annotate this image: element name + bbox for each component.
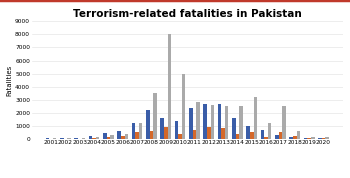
Bar	[135, 132, 139, 139]
Bar	[132, 123, 135, 139]
Bar	[193, 130, 196, 139]
Bar	[268, 123, 272, 139]
Bar	[149, 131, 153, 139]
Bar	[207, 127, 211, 139]
Bar	[322, 138, 325, 139]
Bar	[307, 138, 311, 139]
Bar	[318, 138, 322, 139]
Bar	[139, 123, 142, 139]
Bar	[279, 132, 282, 139]
Bar	[107, 137, 110, 139]
Bar	[264, 137, 268, 139]
Bar	[117, 131, 121, 139]
Bar	[160, 118, 164, 139]
Bar	[175, 121, 178, 139]
Bar	[153, 93, 157, 139]
Bar	[125, 134, 128, 139]
Bar	[211, 105, 214, 139]
Bar	[103, 133, 107, 139]
Bar	[74, 138, 78, 139]
Bar	[289, 137, 293, 139]
Bar	[325, 137, 329, 139]
Bar	[218, 104, 221, 139]
Bar	[203, 104, 207, 139]
Bar	[250, 132, 253, 139]
Bar	[304, 138, 307, 139]
Bar	[89, 136, 92, 139]
Bar	[275, 135, 279, 139]
Bar	[236, 134, 239, 139]
Bar	[311, 137, 315, 139]
Bar	[121, 136, 125, 139]
Bar	[296, 131, 300, 139]
Bar	[82, 138, 85, 139]
Bar	[246, 126, 250, 139]
Bar	[53, 138, 56, 139]
Bar	[146, 110, 149, 139]
Bar	[253, 97, 257, 139]
Bar	[178, 134, 182, 139]
Bar	[221, 128, 225, 139]
Bar	[182, 74, 186, 139]
Bar	[60, 138, 64, 139]
Bar	[232, 118, 236, 139]
Bar	[189, 108, 192, 139]
Y-axis label: Fatalities: Fatalities	[6, 64, 12, 96]
Bar	[92, 138, 96, 139]
Bar	[46, 138, 49, 139]
Bar	[168, 34, 171, 139]
Bar	[67, 138, 71, 139]
Bar	[196, 102, 200, 139]
Bar	[261, 130, 264, 139]
Bar	[293, 136, 296, 139]
Bar	[164, 127, 168, 139]
Bar	[96, 137, 99, 139]
Bar	[239, 106, 243, 139]
Title: Terrorism-related fatalities in Pakistan: Terrorism-related fatalities in Pakistan	[73, 9, 302, 19]
Bar	[110, 135, 114, 139]
Bar	[282, 106, 286, 139]
Bar	[225, 106, 229, 139]
